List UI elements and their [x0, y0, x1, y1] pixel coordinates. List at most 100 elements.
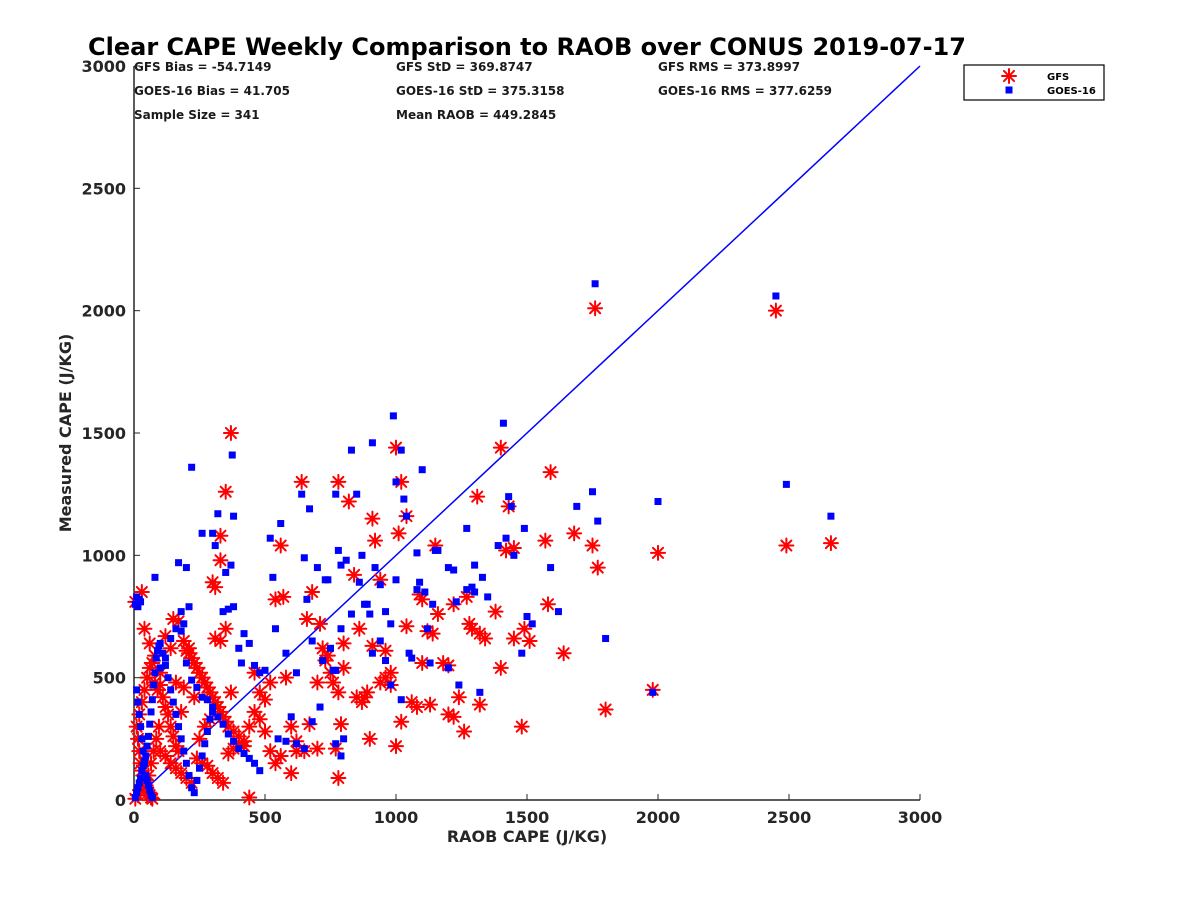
gfs-point [469, 488, 486, 505]
gfs-point [388, 738, 404, 755]
legend-gfs-label: GFS [1047, 72, 1069, 83]
goes16-point [366, 610, 374, 618]
gfs-point [516, 620, 533, 637]
goes16-point [209, 529, 217, 537]
goes16-point [180, 747, 188, 755]
gfs-point [359, 684, 376, 701]
goes16-point [139, 762, 147, 770]
gfs-point [262, 743, 279, 760]
goes16-point [209, 703, 217, 711]
goes16-point [224, 605, 232, 613]
gfs-point [136, 681, 153, 698]
goes16-point [164, 674, 172, 682]
goes16-point [573, 502, 581, 510]
goes16-point [151, 573, 159, 581]
goes16-point [392, 478, 400, 486]
goes16-point [408, 654, 416, 662]
goes16-point [193, 776, 201, 784]
goes16-point [528, 620, 536, 628]
gfs-point [463, 620, 480, 637]
goes16-point [227, 561, 235, 569]
goes16-point [355, 578, 363, 586]
goes16-point [251, 759, 259, 767]
gfs-point [283, 765, 300, 782]
gfs-point [144, 654, 161, 671]
goes16-point [347, 610, 355, 618]
legend-box [963, 64, 1105, 101]
goes16-point [337, 561, 345, 569]
goes16-point [589, 488, 596, 496]
goes16-point [450, 566, 458, 574]
goes16-point [172, 710, 180, 718]
goes16-point [371, 564, 379, 572]
gfs-point [173, 703, 190, 720]
goes16-point [444, 564, 452, 572]
legend: GFS GOES-16 [963, 64, 1105, 101]
goes16-point [148, 794, 156, 802]
gfs-point [212, 552, 229, 569]
y-tick-label: 2500 [81, 179, 126, 198]
goes16-point [211, 542, 219, 550]
goes16-point [167, 686, 175, 694]
goes16-point [392, 576, 400, 584]
goes16-point [376, 581, 384, 589]
gfs-point [181, 645, 198, 662]
gfs-point [199, 757, 216, 774]
gfs-point [183, 650, 200, 667]
goes16-point [376, 637, 384, 645]
goes16-point [306, 505, 314, 513]
goes16-point [494, 542, 502, 550]
statistics-block: GFS Bias = -54.7149 GFS StD = 369.8747 G… [134, 60, 832, 122]
gfs-point [424, 625, 441, 642]
goes16-point [332, 666, 340, 674]
gfs-point [212, 703, 229, 720]
goes16-point [426, 659, 434, 667]
goes16-point [245, 754, 253, 762]
gfs-point [372, 571, 389, 588]
gfs-point [143, 755, 160, 772]
stat-gfs-bias: GFS Bias = -54.7149 [134, 60, 271, 74]
gfs-point [212, 527, 229, 544]
gfs-point [340, 493, 357, 510]
gfs-point [492, 659, 509, 676]
gfs-point [408, 699, 425, 716]
gfs-point [152, 664, 169, 681]
gfs-point [212, 632, 229, 649]
goes16-point [292, 669, 300, 677]
goes16-point [133, 686, 141, 694]
y-tick-label: 2000 [81, 302, 126, 321]
goes16-point [332, 740, 340, 748]
gfs-point [154, 689, 171, 706]
goes16-point [245, 639, 253, 647]
goes16-point [382, 657, 390, 665]
goes16-point [510, 551, 518, 559]
gfs-point [398, 618, 415, 635]
x-tick-label: 1000 [374, 808, 419, 827]
goes16-point [144, 732, 152, 740]
gfs-point [167, 738, 184, 755]
gfs-point [461, 615, 478, 632]
gfs-point [272, 747, 289, 764]
goes16-point [649, 688, 657, 696]
goes16-point [505, 493, 513, 501]
goes16-point [151, 669, 159, 677]
gfs-point [222, 425, 239, 441]
goes16-point [499, 419, 507, 427]
x-tick-label: 3000 [898, 808, 943, 827]
goes16-point [337, 625, 345, 633]
goes16-point [313, 564, 321, 572]
gfs-point [471, 696, 488, 713]
gfs-point [589, 559, 606, 576]
gfs-point [325, 674, 342, 691]
stat-sample-size: Sample Size = 341 [134, 108, 260, 122]
gfs-point [312, 615, 329, 632]
goes16-point [397, 696, 405, 704]
gfs-point [188, 659, 205, 676]
goes16-point [554, 608, 562, 616]
gfs-point [207, 630, 224, 647]
goes16-point [423, 625, 431, 633]
goes16-point [175, 723, 183, 731]
goes16-point [772, 292, 780, 300]
gfs-point [135, 777, 152, 794]
gfs-point [650, 544, 666, 561]
